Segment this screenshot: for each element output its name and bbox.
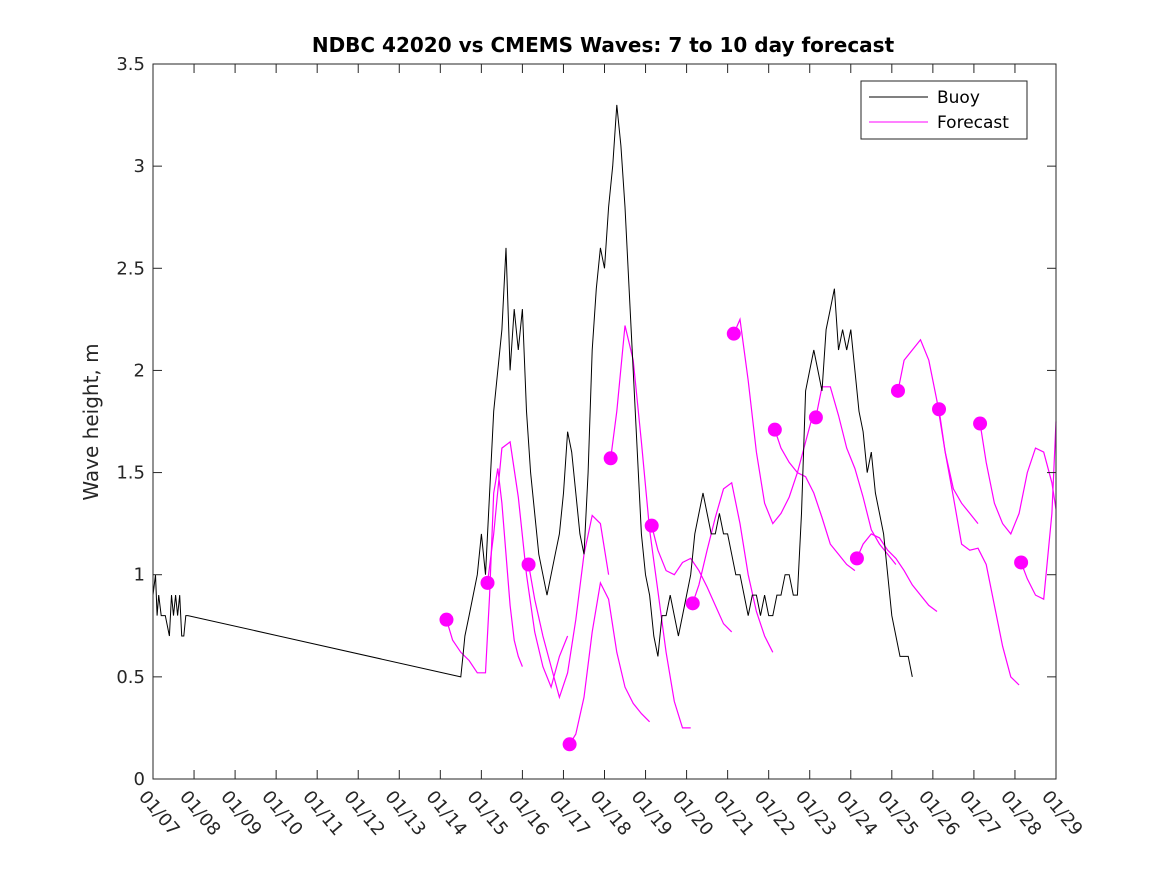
x-tick-label: 01/29	[1037, 787, 1086, 840]
legend-box	[860, 80, 1028, 140]
x-tick-label: 01/17	[545, 787, 594, 840]
forecast-line-9	[774, 429, 856, 572]
y-tick-label: 2	[134, 360, 145, 381]
forecast-line-6	[651, 525, 733, 633]
forecast-start-marker-8	[726, 326, 741, 341]
forecast-line-7	[692, 481, 774, 653]
x-tick-label: 01/28	[996, 787, 1045, 840]
legend-buoy-label: Buoy	[937, 88, 980, 108]
x-tick-label: 01/26	[914, 787, 963, 840]
x-tick-label: 01/18	[586, 787, 635, 840]
series-layer	[152, 104, 1057, 752]
x-tick-label: 01/25	[873, 787, 922, 840]
buoy-line	[152, 104, 913, 678]
plot-background	[153, 64, 1056, 779]
x-tick-label: 01/10	[257, 787, 306, 840]
x-tick-label: 01/13	[380, 787, 429, 840]
forecast-start-marker-2	[480, 575, 495, 590]
forecast-line-12	[897, 338, 979, 524]
y-tick-label: 3	[134, 156, 145, 177]
forecast-line-4	[569, 580, 651, 745]
x-tick-label: 01/23	[791, 787, 840, 840]
forecast-line-11	[856, 533, 938, 612]
forecast-start-marker-3	[521, 557, 536, 572]
x-tick-label: 01/08	[175, 787, 224, 840]
y-tick-label: 1.5	[116, 463, 145, 484]
x-tick-label: 01/21	[709, 787, 758, 840]
x-tick-label: 01/22	[750, 787, 799, 840]
chart-title: NDBC 42020 vs CMEMS Waves: 7 to 10 day f…	[312, 33, 895, 57]
forecast-line-8	[733, 317, 815, 525]
forecast-start-marker-14	[973, 416, 988, 431]
x-tick-label: 01/15	[463, 787, 512, 840]
x-tick-label: 01/12	[339, 787, 388, 840]
forecast-start-marker-1	[439, 612, 454, 627]
forecast-start-marker-9	[767, 422, 782, 437]
forecast-line-14	[979, 423, 1057, 536]
forecast-start-marker-7	[685, 596, 700, 611]
x-tick-label: 01/24	[832, 787, 881, 840]
x-tick-label: 01/27	[955, 787, 1004, 840]
x-tick-label: 01/14	[421, 787, 470, 840]
forecast-line-15	[1020, 421, 1057, 601]
forecast-start-marker-12	[890, 383, 905, 398]
plot-area: 00.511.522.533.501/0701/0801/0901/1001/1…	[116, 54, 1086, 840]
y-tick-label: 0.5	[116, 667, 145, 688]
y-tick-label: 2.5	[116, 258, 145, 279]
forecast-start-marker-5	[603, 451, 618, 466]
y-tick-label: 1	[134, 565, 145, 586]
x-tick-label: 01/19	[627, 787, 676, 840]
x-tick-label: 01/20	[668, 787, 717, 840]
y-tick-label: 3.5	[116, 54, 145, 75]
forecast-start-marker-11	[849, 551, 864, 566]
y-axis-label: Wave height, m	[79, 343, 103, 500]
legend: Buoy Forecast	[860, 80, 1028, 140]
forecast-start-marker-4	[562, 737, 577, 752]
y-tick-label: 0	[134, 769, 145, 790]
forecast-line-13	[938, 409, 1020, 686]
x-tick-label: 01/07	[134, 787, 183, 840]
forecast-start-marker-13	[932, 402, 947, 417]
x-tick-label: 01/16	[504, 787, 553, 840]
forecast-line-3	[528, 514, 610, 700]
forecast-start-marker-6	[644, 518, 659, 533]
x-tick-label: 01/11	[298, 787, 347, 840]
x-tick-label: 01/09	[216, 787, 265, 840]
forecast-line-10	[815, 386, 897, 565]
legend-forecast-label: Forecast	[937, 113, 1009, 133]
forecast-line-1	[445, 468, 523, 674]
forecast-start-marker-10	[808, 410, 823, 425]
forecast-start-marker-15	[1014, 555, 1029, 570]
